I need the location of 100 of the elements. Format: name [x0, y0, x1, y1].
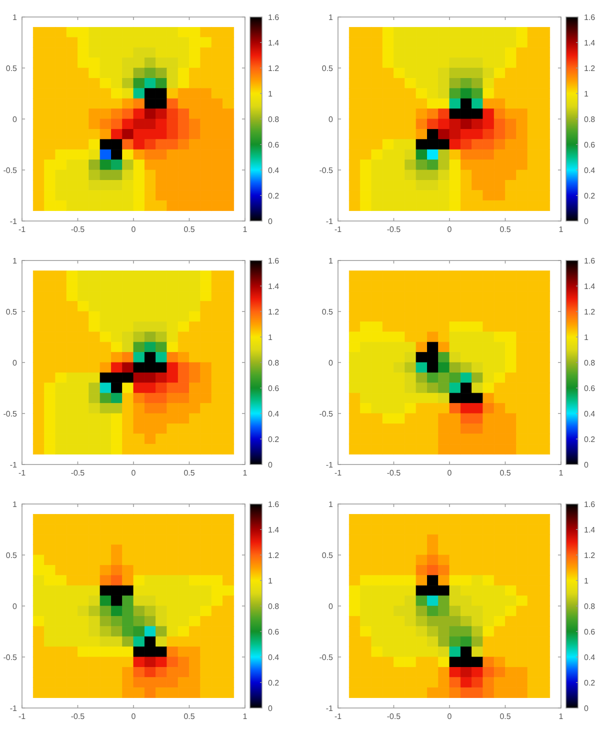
x-tick-label: 0	[131, 225, 136, 234]
x-tick-label: -1	[334, 468, 342, 478]
x-tick-label: 1	[242, 712, 248, 721]
color-bar-label: 0.8	[584, 358, 596, 368]
y-tick-label: 0.5	[6, 308, 18, 316]
color-bar-label: 0	[268, 217, 273, 226]
color-bar-label: 0.8	[268, 358, 280, 368]
color-bar-label: 0.2	[584, 192, 596, 200]
x-tick-label: -0.5	[386, 712, 402, 721]
color-bar-label: 1.4	[268, 282, 280, 291]
color-bar-label: 0.8	[584, 602, 596, 611]
color-bar-label: 1.4	[584, 282, 596, 291]
color-bar-label: 0	[268, 460, 273, 470]
color-bar-label: 1.6	[584, 256, 596, 266]
color-bar-label: 1.2	[268, 551, 280, 560]
y-tick-label: -1	[326, 460, 334, 470]
x-tick-label: 1	[558, 712, 564, 721]
y-tick-label: 0	[12, 358, 18, 368]
color-bar-label: 0.6	[584, 384, 596, 393]
color-bar-label: 1.6	[268, 13, 280, 22]
color-bar-label: 1	[584, 90, 589, 98]
color-bar-label: 0.8	[268, 602, 280, 611]
y-tick-label: 0.5	[322, 308, 334, 316]
color-bar-label: 1.6	[268, 500, 280, 509]
color-bar-label: 0.6	[268, 628, 280, 636]
color-bar-label: 1	[268, 90, 273, 98]
y-tick-label: -0.5	[319, 653, 334, 662]
color-bar-label: 0.4	[584, 166, 596, 175]
x-tick-label: 1	[242, 468, 248, 478]
color-bar-label: 1.6	[584, 13, 596, 22]
x-tick-label: 0	[131, 468, 136, 478]
color-bar-label: 0.6	[268, 384, 280, 393]
x-tick-label: 0	[447, 468, 452, 478]
y-tick-label: -1	[326, 704, 334, 713]
x-tick-label: 0	[447, 712, 452, 721]
y-tick-label: 0	[12, 115, 18, 124]
x-tick-label: 0.5	[500, 225, 512, 234]
y-tick-label: 1	[328, 500, 334, 509]
y-tick-label: 0	[328, 358, 334, 368]
y-tick-label: -0.5	[3, 166, 18, 175]
color-bar-label: 0.2	[268, 435, 280, 444]
color-bar-label: 0	[268, 704, 273, 713]
y-tick-label: 1	[12, 13, 18, 22]
color-bar-label: 0.4	[584, 653, 596, 662]
x-tick-label: 1	[242, 225, 248, 234]
color-bar-label: 0.2	[268, 192, 280, 200]
x-tick-label: 0.5	[184, 468, 196, 478]
color-bar-label: 1.6	[268, 256, 280, 266]
y-tick-label: 0.5	[322, 64, 334, 73]
color-bar-label: 0.6	[584, 628, 596, 636]
color-bar-label: 1	[584, 576, 589, 586]
x-tick-label: 0.5	[184, 712, 196, 721]
y-tick-label: 0.5	[6, 551, 18, 560]
color-bar-label: 0	[584, 704, 589, 713]
x-tick-label: 0.5	[500, 712, 512, 721]
x-tick-label: -0.5	[386, 468, 402, 478]
y-tick-label: -1	[10, 217, 18, 226]
color-bar-label: 0.2	[268, 678, 280, 688]
y-tick-label: 0.5	[6, 64, 18, 73]
y-tick-label: 0.5	[322, 551, 334, 560]
color-bar-label: 1.4	[268, 526, 280, 534]
color-bar-label: 0.4	[268, 166, 280, 175]
x-tick-label: 1	[558, 225, 564, 234]
x-tick-label: -1	[18, 712, 26, 721]
color-bar-label: 1.2	[268, 64, 280, 73]
y-tick-label: -1	[326, 217, 334, 226]
color-bar-label: 1	[268, 576, 273, 586]
color-bar-label: 1.2	[584, 308, 596, 316]
color-bar-label: 0.6	[268, 140, 280, 150]
color-bar-label: 1.2	[584, 64, 596, 73]
color-bar-label: 1.2	[584, 551, 596, 560]
color-bar-label: 1	[584, 333, 589, 342]
x-tick-label: -1	[334, 225, 342, 234]
color-bar-label: 1.6	[584, 500, 596, 509]
color-bar-label: 1	[268, 333, 273, 342]
x-tick-label: -0.5	[70, 712, 86, 721]
y-tick-label: -1	[10, 460, 18, 470]
x-tick-label: 0.5	[184, 225, 196, 234]
y-tick-label: -0.5	[3, 410, 18, 418]
color-bar-label: 0.2	[584, 435, 596, 444]
y-tick-label: 0	[328, 602, 334, 611]
x-tick-label: 0	[447, 225, 452, 234]
y-tick-label: -1	[10, 704, 18, 713]
color-bar-label: 0.4	[584, 410, 596, 418]
color-bar-label: 0.8	[584, 115, 596, 124]
color-bar-label: 1.4	[584, 526, 596, 534]
color-bar-label: 1.4	[268, 38, 280, 48]
x-tick-label: 1	[558, 468, 564, 478]
color-bar-label: 0.8	[268, 115, 280, 124]
y-tick-label: 0	[12, 602, 18, 611]
y-tick-label: -0.5	[3, 653, 18, 662]
color-bar-label: 1.4	[584, 38, 596, 48]
x-tick-label: -0.5	[70, 225, 86, 234]
y-tick-label: 0	[328, 115, 334, 124]
color-bar-label: 0.2	[584, 678, 596, 688]
x-tick-label: -1	[18, 225, 26, 234]
x-tick-label: -0.5	[70, 468, 86, 478]
y-tick-label: 1	[328, 13, 334, 22]
y-tick-label: 1	[12, 500, 18, 509]
x-tick-label: -1	[334, 712, 342, 721]
